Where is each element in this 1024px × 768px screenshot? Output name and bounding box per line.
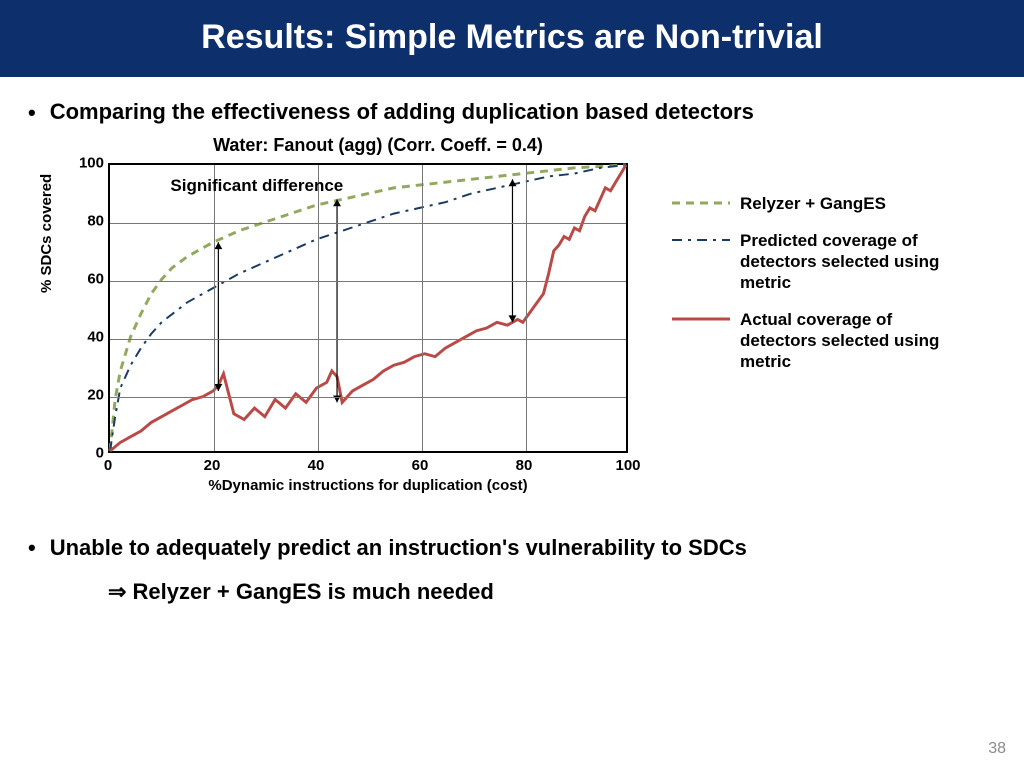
implies-icon: ⇒	[108, 579, 133, 604]
slide-body: • Comparing the effectiveness of adding …	[0, 77, 1024, 605]
slide-title: Results: Simple Metrics are Non-trivial	[0, 0, 1024, 77]
x-tick: 80	[504, 457, 544, 474]
legend: Relyzer + GangES Predicted coverage of de…	[672, 193, 952, 388]
legend-label: Relyzer + GangES	[740, 193, 886, 214]
series-actual	[110, 165, 626, 451]
chart-svg	[110, 165, 626, 451]
bullet-1: • Comparing the effectiveness of adding …	[28, 99, 996, 127]
conclusion: ⇒ Relyzer + GangES is much needed	[108, 579, 996, 605]
bullet-1-text: Comparing the effectiveness of adding du…	[50, 99, 754, 127]
x-tick: 40	[296, 457, 336, 474]
legend-swatch-icon	[672, 309, 730, 329]
legend-label: Actual coverage of detectors selected us…	[740, 309, 952, 372]
legend-swatch-icon	[672, 193, 730, 213]
conclusion-text: Relyzer + GangES is much needed	[133, 579, 494, 604]
chart: Water: Fanout (agg) (Corr. Coeff. = 0.4)…	[28, 133, 658, 513]
x-tick: 100	[608, 457, 648, 474]
bullet-2: • Unable to adequately predict an instru…	[28, 535, 996, 561]
x-axis-label: %Dynamic instructions for duplication (c…	[108, 477, 628, 494]
y-tick: 80	[76, 213, 104, 230]
legend-label: Predicted coverage of detectors selected…	[740, 230, 952, 293]
y-tick: 40	[76, 329, 104, 346]
x-tick: 60	[400, 457, 440, 474]
chart-zone: Water: Fanout (agg) (Corr. Coeff. = 0.4)…	[28, 133, 996, 513]
legend-item: Relyzer + GangES	[672, 193, 952, 214]
chart-annotation: Significant difference	[170, 176, 343, 196]
y-tick: 100	[76, 155, 104, 172]
y-axis-label: % SDCs covered	[38, 174, 55, 293]
bullet-dot-icon: •	[28, 99, 36, 127]
page-number: 38	[988, 740, 1006, 758]
chart-title: Water: Fanout (agg) (Corr. Coeff. = 0.4)	[98, 135, 658, 156]
x-tick: 20	[192, 457, 232, 474]
series-relyzer_ganges	[110, 165, 626, 451]
plot-area	[108, 163, 628, 453]
legend-item: Predicted coverage of detectors selected…	[672, 230, 952, 293]
y-tick: 60	[76, 271, 104, 288]
bullet-dot-icon: •	[28, 535, 36, 561]
legend-item: Actual coverage of detectors selected us…	[672, 309, 952, 372]
legend-swatch-icon	[672, 230, 730, 250]
series-predicted	[110, 165, 626, 451]
bullet-2-text: Unable to adequately predict an instruct…	[50, 535, 747, 561]
x-tick: 0	[88, 457, 128, 474]
y-tick: 20	[76, 387, 104, 404]
